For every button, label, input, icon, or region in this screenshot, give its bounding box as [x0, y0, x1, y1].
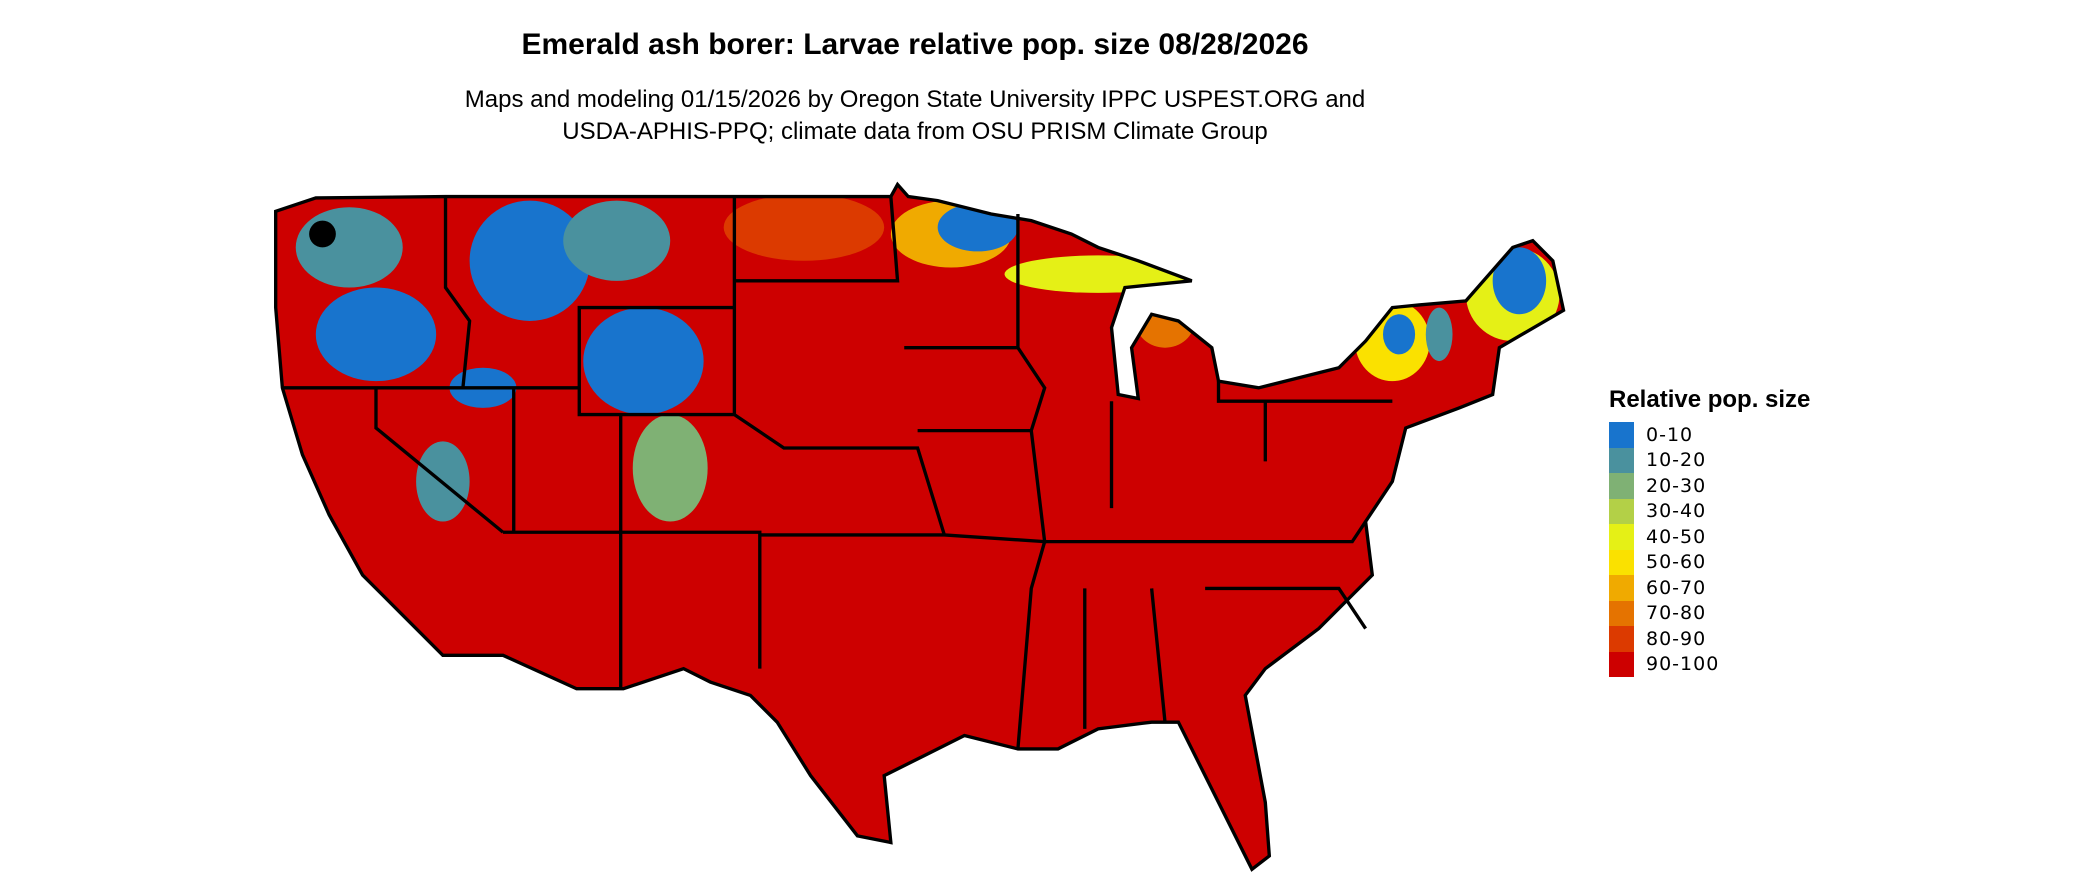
legend-label: 70-80	[1646, 602, 1707, 625]
legend-swatch	[1609, 447, 1634, 473]
legend-title: Relative pop. size	[1609, 386, 1811, 413]
legend-label: 10-20	[1646, 449, 1707, 472]
legend-swatch	[1609, 498, 1634, 524]
legend-swatch	[1609, 524, 1634, 550]
legend-item: 0-10	[1609, 422, 1810, 448]
legend-swatch	[1609, 626, 1634, 652]
legend-swatch	[1609, 549, 1634, 575]
legend-item: 60-70	[1609, 575, 1810, 601]
legend-item: 50-60	[1609, 549, 1810, 575]
legend-label: 80-90	[1646, 627, 1707, 650]
legend-label: 0-10	[1646, 423, 1694, 446]
legend-swatch	[1609, 600, 1634, 626]
legend-item: 70-80	[1609, 600, 1810, 626]
legend-swatch	[1609, 422, 1634, 448]
map-title: Emerald ash borer: Larvae relative pop. …	[521, 28, 1309, 61]
legend-label: 60-70	[1646, 576, 1707, 599]
legend-item: 30-40	[1609, 498, 1810, 524]
subtitle-line-2: USDA-APHIS-PPQ; climate data from OSU PR…	[562, 118, 1268, 145]
legend-swatch	[1609, 473, 1634, 499]
legend-item: 90-100	[1609, 651, 1810, 677]
legend-label: 50-60	[1646, 551, 1707, 574]
legend-item: 10-20	[1609, 447, 1810, 473]
legend-swatch	[1609, 575, 1634, 601]
legend-label: 90-100	[1646, 653, 1720, 676]
map-subtitle: Maps and modeling 01/15/2026 by Oregon S…	[0, 84, 1830, 148]
subtitle-line-1: Maps and modeling 01/15/2026 by Oregon S…	[464, 86, 1366, 113]
legend-label: 40-50	[1646, 525, 1707, 548]
legend-label: 20-30	[1646, 474, 1707, 497]
legend-label: 30-40	[1646, 500, 1707, 523]
legend-item: 80-90	[1609, 626, 1810, 652]
legend-item: 20-30	[1609, 473, 1810, 499]
legend: Relative pop. size 0-10 10-20 20-30 30-40 40…	[1609, 386, 1810, 677]
population-raster	[275, 184, 1564, 870]
legend-item: 40-50	[1609, 524, 1810, 550]
legend-swatch	[1609, 651, 1634, 677]
state-boundaries	[274, 182, 1566, 871]
